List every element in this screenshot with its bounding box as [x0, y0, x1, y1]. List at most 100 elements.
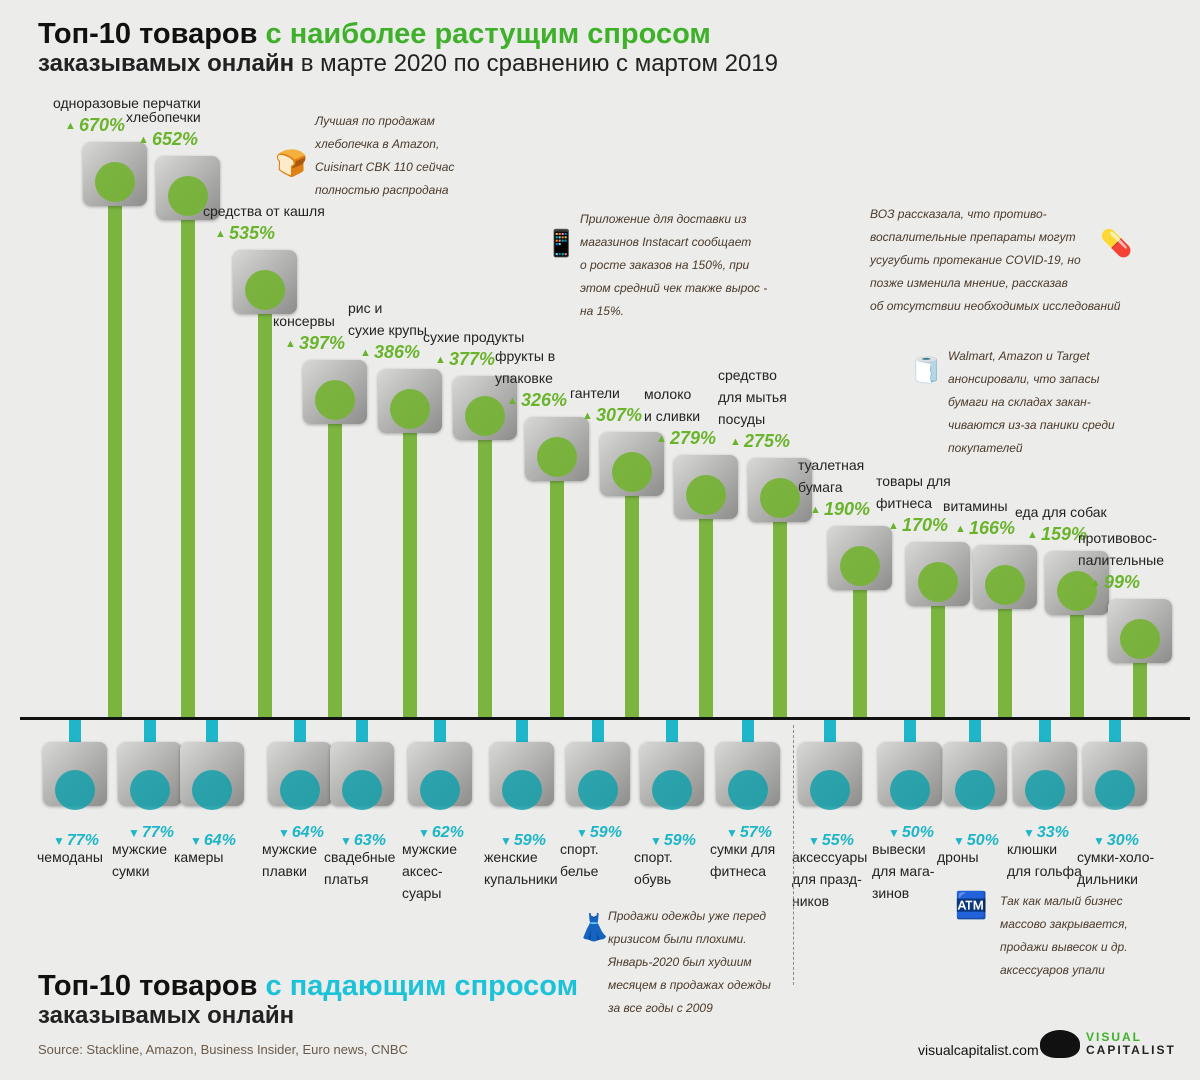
value-label: 50% — [953, 830, 999, 852]
annotation: Walmart, Amazon и Target анонсировали, ч… — [948, 349, 1115, 455]
value-label: 33% — [1023, 822, 1069, 844]
divider — [793, 725, 794, 985]
marker-circle — [130, 770, 170, 810]
bar-rising — [258, 290, 272, 718]
category-label: вывески для мага- зинов — [872, 841, 935, 901]
marker-circle — [502, 770, 542, 810]
marker-circle — [918, 562, 958, 602]
category-label: чемоданы — [37, 849, 103, 865]
category-label: хлебопечки — [126, 109, 201, 126]
category-label: гантели — [570, 385, 620, 402]
value-label: 377% — [435, 348, 495, 371]
value-label: 307% — [582, 404, 642, 427]
value-label: 386% — [360, 341, 420, 364]
marker-circle — [280, 770, 320, 810]
annotation: Лучшая по продажам хлебопечка в Amazon, … — [315, 114, 455, 197]
category-label: сумки для фитнеса — [710, 841, 776, 879]
category-label: свадебные платья — [324, 849, 396, 887]
category-label: одноразовые перчатки — [53, 95, 201, 111]
value-label: 59% — [500, 830, 546, 852]
marker-circle — [1095, 770, 1135, 810]
subtitle-falling: заказывамых онлайн — [38, 1002, 295, 1029]
category-label: витамины — [943, 498, 1008, 515]
category-label: средство для мытья посуды — [718, 367, 787, 427]
marker-circle — [1025, 770, 1065, 810]
category-label: женские купальники — [484, 849, 558, 887]
value-label: 64% — [190, 830, 236, 852]
marker-circle — [985, 565, 1025, 606]
logo: VISUAL CAPITALIST — [1040, 1030, 1176, 1058]
marker-circle — [245, 270, 285, 310]
marker-circle — [686, 474, 726, 515]
title-accent: с наиболее растущим спросом — [265, 18, 711, 50]
marker-circle — [840, 546, 880, 586]
marker-circle — [728, 770, 768, 810]
category-label: сухие продукты — [423, 329, 525, 346]
bar-rising — [1070, 590, 1084, 718]
value-label: 397% — [285, 332, 345, 355]
title-rising: Топ-10 товаров с наиболее растущим спрос… — [38, 18, 711, 51]
category-label: товары для фитнеса — [876, 473, 951, 511]
bar-rising — [328, 400, 342, 718]
site-link[interactable]: visualcapitalist.com — [918, 1042, 1039, 1058]
logo-mark-icon — [1040, 1030, 1080, 1058]
value-label: 64% — [278, 822, 324, 844]
subtitle-bold: заказывамых онлайн — [38, 50, 295, 77]
marker-circle — [890, 770, 930, 810]
value-label: 77% — [128, 822, 174, 844]
category-label: мужские аксес- суары — [402, 841, 458, 901]
category-label: клюшки для гольфа — [1007, 841, 1082, 879]
value-label: 190% — [810, 498, 870, 521]
value-label: 59% — [650, 830, 696, 852]
marker-circle — [315, 380, 355, 421]
value-label: 50% — [888, 822, 934, 844]
category-label: сумки-холо- дильники — [1077, 849, 1155, 887]
category-label: мужские сумки — [112, 841, 168, 879]
value-label: 55% — [808, 830, 854, 852]
marker-circle — [537, 437, 577, 478]
annotation: Продажи одежды уже перед кризисом были п… — [608, 909, 771, 1015]
bar-rising — [699, 494, 713, 718]
title-dark: Топ-10 товаров — [38, 18, 258, 50]
toilet-paper-icon: 🧻 — [910, 355, 943, 385]
bar-falling — [1109, 720, 1121, 747]
category-label: молоко и сливки — [644, 385, 701, 424]
marker-circle — [465, 396, 505, 437]
value-label: 59% — [576, 822, 622, 844]
value-label: 170% — [888, 514, 948, 537]
category-label: дроны — [937, 849, 979, 865]
category-label: спорт. белье — [560, 841, 599, 879]
bar-rising — [998, 585, 1012, 718]
marker-circle — [760, 478, 800, 518]
value-label: 535% — [215, 222, 275, 245]
category-label: консервы — [273, 313, 335, 330]
category-label: спорт. обувь — [634, 849, 673, 887]
category-label: противовос- палительные — [1078, 529, 1164, 568]
marker-circle — [1120, 618, 1160, 659]
marker-circle — [390, 389, 430, 430]
bar-rising — [625, 472, 639, 718]
bar-rising — [550, 457, 564, 718]
bar-rising — [108, 182, 122, 718]
mannequin-icon: 👗 — [578, 912, 611, 942]
logo-line2: CAPITALIST — [1086, 1043, 1176, 1057]
value-label: 279% — [656, 427, 716, 450]
annotation: Так как малый бизнес массово закрывается… — [1000, 894, 1128, 977]
value-label: 275% — [730, 430, 790, 453]
phone-cart-icon: 📱 — [545, 228, 578, 258]
bread-icon: 🍞 — [275, 148, 308, 178]
subtitle-rest: в марте 2020 по сравнению с мартом 2019 — [300, 50, 778, 77]
value-label: 652% — [138, 128, 198, 151]
marker-circle — [955, 770, 995, 810]
annotation: ВОЗ рассказала, что противо- воспалитель… — [870, 207, 1121, 313]
marker-circle — [168, 176, 208, 217]
value-label: 166% — [955, 517, 1015, 540]
logo-line1: VISUAL — [1086, 1030, 1143, 1044]
bar-rising — [773, 498, 787, 718]
title-dark: Топ-10 товаров — [38, 970, 258, 1002]
annotation: Приложение для доставки из магазинов Ins… — [580, 212, 768, 318]
category-label: аксессуары для празд- ников — [792, 849, 868, 909]
value-label: 63% — [340, 830, 386, 852]
bar-rising — [478, 416, 492, 718]
category-label: рис и сухие крупы — [348, 300, 427, 339]
